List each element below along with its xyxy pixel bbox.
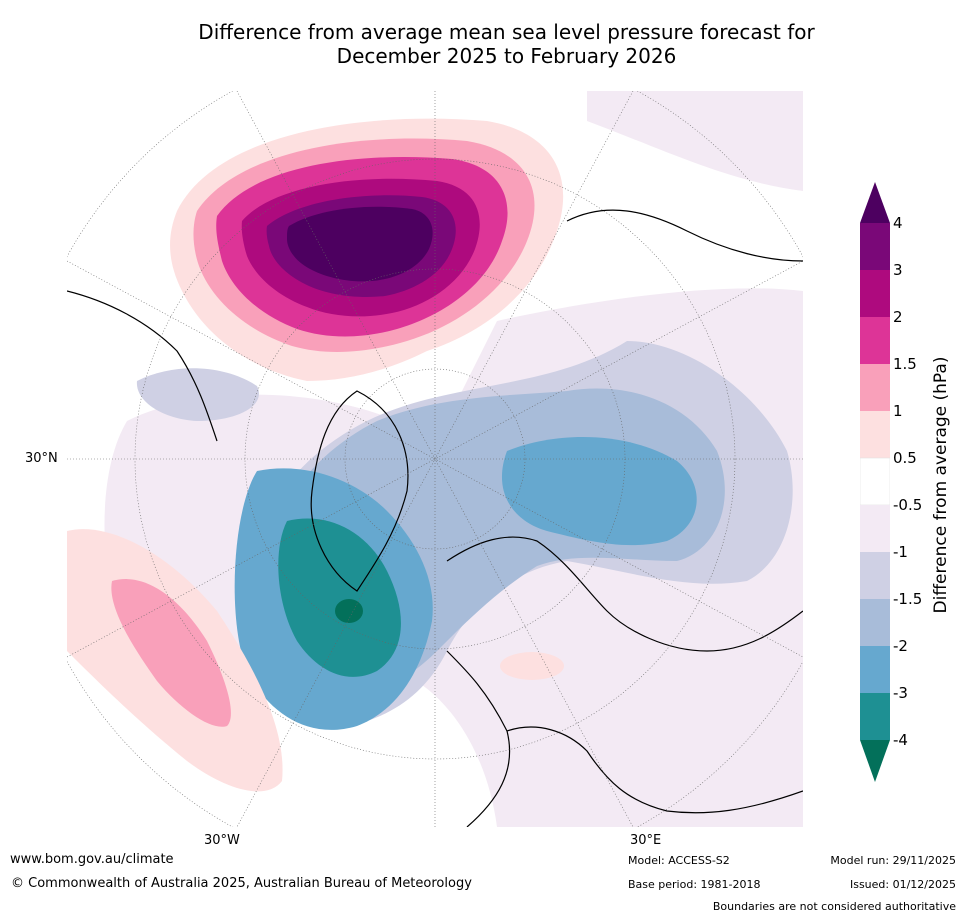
colorbar-tick-label: -4 (893, 731, 908, 749)
colorbar-bin-3-4 (860, 223, 890, 270)
colorbar-bin-n1-n0.5 (860, 505, 890, 552)
map-title: Difference from average mean sea level p… (0, 20, 965, 68)
colorbar (860, 182, 890, 782)
base-period: Base period: 1981-2018 (628, 878, 761, 891)
anomaly-neg-2-east (501, 437, 697, 546)
anomaly-light-ne (587, 91, 803, 191)
colorbar-tick-label: -0.5 (893, 496, 923, 514)
colorbar-ext-high (860, 182, 890, 223)
colorbar-tick-label: -3 (893, 684, 908, 702)
coastlines (67, 209, 803, 827)
colorbar-tick-label: 3 (893, 261, 903, 279)
colorbar-tick-label: -2 (893, 637, 908, 655)
colorbar-label: Difference from average (hPa) (931, 356, 951, 614)
title-line-1: Difference from average mean sea level p… (198, 20, 815, 44)
colorbar-bin-n3-n2 (860, 646, 890, 693)
colorbar-tick-label: 4 (893, 214, 903, 232)
anomaly-pos-atlantic-1 (111, 579, 231, 727)
anomaly-neg-3 (278, 518, 401, 677)
colorbar-bin-n0.5-0.5 (860, 457, 890, 506)
axis-label-30w: 30°W (204, 833, 240, 848)
model-run: Model run: 29/11/2025 (830, 854, 956, 867)
website-link[interactable]: www.bom.gov.au/climate (10, 852, 174, 867)
copyright-text: © Commonwealth of Australia 2025, Austra… (11, 876, 472, 891)
anomaly-min (335, 599, 363, 623)
model-name: Model: ACCESS-S2 (628, 854, 730, 867)
forecast-map (67, 91, 803, 827)
anomaly-pos-4 (287, 206, 433, 282)
colorbar-bin-2-3 (860, 270, 890, 317)
colorbar-tick-label: -1 (893, 543, 908, 561)
map-svg (67, 91, 803, 827)
graticule (67, 91, 803, 827)
issued-date: Issued: 01/12/2025 (849, 878, 956, 891)
colorbar-ext-low (860, 740, 890, 782)
anomaly-neg-1-nw (136, 368, 259, 421)
colorbar-bin-n2-n1.5 (860, 599, 890, 646)
disclaimer: Boundaries are not considered authoritat… (712, 900, 956, 913)
axis-label-30e: 30°E (630, 833, 662, 848)
colorbar-tick-label: -1.5 (893, 590, 923, 608)
colorbar-bin-n4-n3 (860, 693, 890, 740)
title-line-2: December 2025 to February 2026 (336, 44, 677, 68)
colorbar-tick-label: 1 (893, 402, 903, 420)
anomaly-pos-europe (500, 652, 564, 680)
colorbar-tick-label: 0.5 (893, 449, 917, 467)
colorbar-tick-label: 1.5 (893, 355, 917, 373)
colorbar-bin-n1.5-n1 (860, 552, 890, 599)
colorbar-bin-1.5-2 (860, 317, 890, 364)
colorbar-bin-1-1.5 (860, 364, 890, 411)
axis-label-30n: 30°N (25, 451, 58, 466)
colorbar-tick-label: 2 (893, 308, 903, 326)
colorbar-bin-0.5-1 (860, 411, 890, 458)
